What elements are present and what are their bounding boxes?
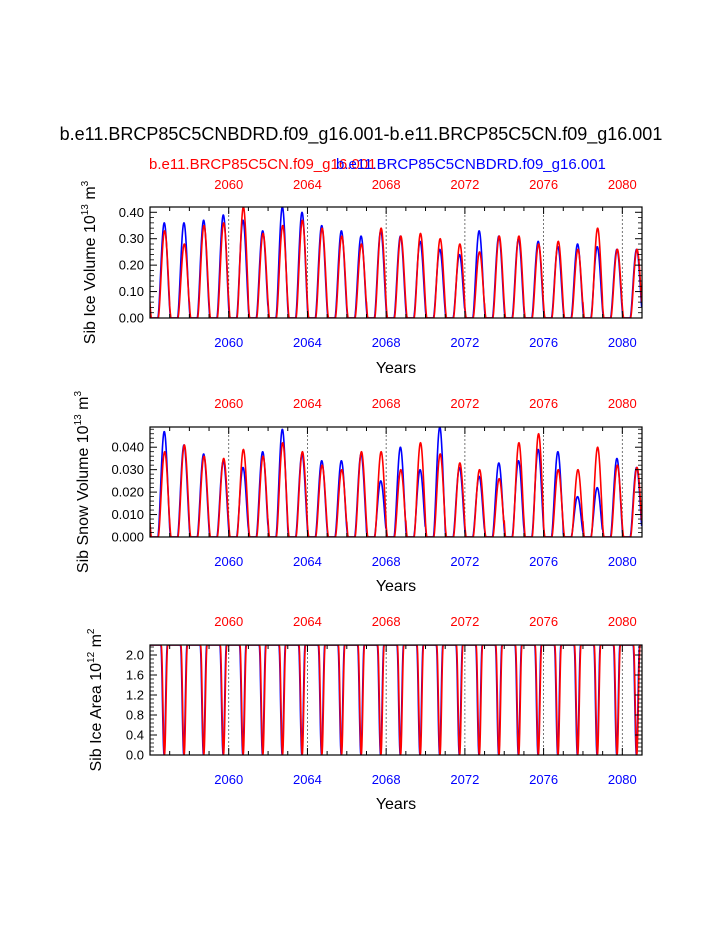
xtick-label-bottom: 2064 — [293, 335, 322, 350]
series-line-cn — [150, 645, 642, 755]
xtick-label-bottom: 2072 — [450, 772, 479, 787]
xtick-label-bottom: 2076 — [529, 772, 558, 787]
xtick-label-top: 2072 — [450, 614, 479, 629]
xtick-label-bottom: 2060 — [214, 554, 243, 569]
xtick-label-top: 2068 — [372, 396, 401, 411]
xtick-label-top: 2072 — [450, 177, 479, 192]
xtick-label-bottom: 2080 — [608, 335, 637, 350]
xtick-label-top: 2072 — [450, 396, 479, 411]
panel-sib-ice-area: 0.0 0.4 0.8 1.2 1.6 2.0 2060 2060 2064 2064 2068 20… — [86, 614, 643, 813]
yaxis-title: Sib Ice Area 1012 m2 — [86, 628, 105, 771]
xtick-label-bottom: 2060 — [214, 772, 243, 787]
xtick-label-top: 2068 — [372, 614, 401, 629]
xtick-label-bottom: 2076 — [529, 554, 558, 569]
legend-blue-label: b.e11.BRCP85C5CNBDRD.f09_g16.001 — [336, 156, 606, 173]
panel-sib-snow-volume: 0.000 0.010 0.020 0.030 0.040 2060 2060 2064 206… — [73, 391, 643, 595]
xtick-label-bottom: 2072 — [450, 335, 479, 350]
ytick-label: 0.30 — [119, 231, 144, 246]
xtick-label-bottom: 2068 — [372, 335, 401, 350]
xtick-label-top: 2060 — [214, 614, 243, 629]
plot-frame — [149, 644, 643, 756]
ytick-label: 1.2 — [126, 688, 144, 703]
ytick-label: 0.000 — [111, 530, 144, 545]
xtick-label-top: 2060 — [214, 177, 243, 192]
figure-title: b.e11.BRCP85C5CNBDRD.f09_g16.001-b.e11.B… — [60, 124, 663, 145]
ytick-label: 0.4 — [126, 728, 144, 743]
xtick-label-top: 2064 — [293, 177, 322, 192]
plot-frame — [149, 206, 643, 319]
xtick-label-bottom: 2076 — [529, 335, 558, 350]
yaxis-title: Sib Snow Volume 1013 m3 — [73, 391, 92, 574]
xtick-label-top: 2060 — [214, 396, 243, 411]
xtick-label-top: 2068 — [372, 177, 401, 192]
xtick-label-bottom: 2068 — [372, 554, 401, 569]
ytick-label: 0.20 — [119, 258, 144, 273]
ytick-label: 2.0 — [126, 648, 144, 663]
xaxis-title: Years — [376, 796, 416, 813]
xtick-label-bottom: 2080 — [608, 554, 637, 569]
xtick-label-bottom: 2068 — [372, 772, 401, 787]
xtick-label-top: 2080 — [608, 614, 637, 629]
panel-sib-ice-volume: 0.00 0.10 0.20 0.30 0.40 2060 2060 2064 2064 2068… — [80, 177, 643, 377]
xtick-label-bottom: 2072 — [450, 554, 479, 569]
series-line-cn — [150, 432, 642, 537]
ytick-label: 0.030 — [111, 462, 144, 477]
ytick-label: 0.40 — [119, 205, 144, 220]
xtick-label-top: 2064 — [293, 396, 322, 411]
ytick-label: 0.010 — [111, 507, 144, 522]
ytick-label: 1.6 — [126, 668, 144, 683]
xtick-label-top: 2064 — [293, 614, 322, 629]
ytick-label: 0.020 — [111, 485, 144, 500]
xtick-label-top: 2080 — [608, 177, 637, 192]
xtick-label-bottom: 2064 — [293, 772, 322, 787]
ytick-label: 0.10 — [119, 284, 144, 299]
xaxis-title: Years — [376, 360, 416, 377]
xtick-label-top: 2076 — [529, 396, 558, 411]
series-line-cn — [150, 207, 642, 318]
xtick-label-top: 2076 — [529, 614, 558, 629]
xtick-label-bottom: 2060 — [214, 335, 243, 350]
xtick-label-bottom: 2080 — [608, 772, 637, 787]
xtick-label-bottom: 2064 — [293, 554, 322, 569]
ytick-label: 0.8 — [126, 708, 144, 723]
yaxis-title: Sib Ice Volume 1013 m3 — [80, 180, 99, 344]
ytick-label: 0.040 — [111, 440, 144, 455]
xtick-label-top: 2076 — [529, 177, 558, 192]
legend-red-label: b.e11.BRCP85C5CN.f09_g16.001 — [149, 156, 376, 173]
plot-frame — [149, 426, 643, 538]
ytick-label: 0.00 — [119, 311, 144, 326]
ytick-label: 0.0 — [126, 748, 144, 763]
xaxis-title: Years — [376, 578, 416, 595]
xtick-label-top: 2080 — [608, 396, 637, 411]
